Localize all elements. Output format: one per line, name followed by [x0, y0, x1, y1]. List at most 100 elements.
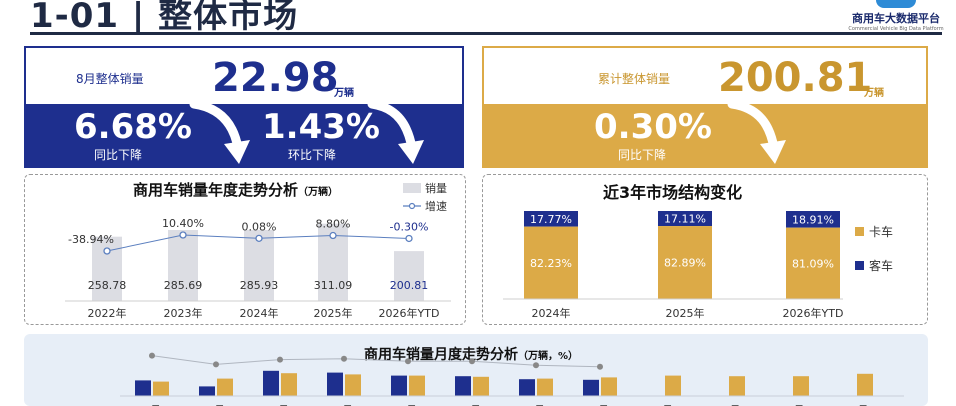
truck-share-label: 82.89% [664, 257, 706, 270]
growth-point [329, 231, 337, 240]
x-tick-label: 10月 [716, 404, 741, 406]
header-divider [30, 32, 942, 35]
monthly-bar-2026 [327, 372, 343, 396]
cumulative-yoy-label: 同比下降 [618, 148, 667, 162]
monthly-bar-2025 [665, 375, 681, 396]
monthly-sales-value: 22.98 [212, 55, 339, 101]
monthly-bar-2025 [857, 373, 873, 396]
monthly-bar-2026 [391, 375, 407, 396]
monthly-panel-title: 商用车销量月度走势分析（万辆，%） [364, 344, 578, 364]
down-arrow-icon-head [224, 140, 250, 164]
x-tick-label: 1月 [143, 404, 161, 406]
sales-value-label: 285.69 [164, 279, 203, 292]
legend-swatch-bus [855, 261, 864, 270]
monthly-growth-point [533, 362, 539, 369]
down-arrow-icon [367, 99, 417, 153]
header: 1-01 | 整体市场 商用车大数据平台 Commercial Vehicle … [0, 0, 956, 40]
monthly-bar-2025 [793, 376, 809, 396]
legend-swatch-sales [403, 183, 421, 193]
monthly-bar-2025 [473, 376, 489, 396]
monthly-growth-point [469, 358, 475, 365]
yoy-change-label: 同比下降 [94, 148, 143, 162]
truck-share-bar [658, 226, 712, 299]
monthly-bar-2026 [263, 370, 279, 396]
monthly-bar-2025 [729, 376, 745, 396]
bus-share-label: 17.77% [530, 213, 572, 226]
platform-logo: 商用车大数据平台 Commercial Vehicle Big Data Pla… [848, 0, 944, 32]
down-arrow-icons [189, 99, 424, 164]
monthly-panel-unit: （万辆，%） [518, 351, 579, 362]
cumulative-sales-summary: 累计整体销量 200.81 万辆 [484, 48, 926, 104]
x-tick-label: 2024年 [240, 306, 279, 320]
monthly-growth-point [277, 356, 283, 363]
mom-change-label: 环比下降 [288, 148, 337, 162]
cumulative-sales-value: 200.81 [718, 55, 873, 101]
monthly-bar-2025 [345, 374, 361, 396]
monthly-bar-2025 [601, 377, 617, 396]
legend-label-growth: 增速 [425, 199, 447, 213]
growth-point [103, 247, 111, 255]
annual-panel-unit: （万辆） [298, 187, 339, 198]
x-tick-label: 2023年 [164, 306, 203, 320]
down-arrow-icon-head [398, 140, 424, 164]
growth-point [405, 234, 413, 243]
cumulative-yoy-value: 0.30% [594, 107, 712, 147]
x-tick-label: 5月 [399, 404, 417, 406]
down-arrow-icons [727, 99, 786, 164]
monthly-bar-2026 [135, 380, 151, 396]
monthly-trend-chart: 1月 2月 3月 4月 5月 6月 7月 8月 9月 10月 11月 12月 [120, 352, 904, 406]
yoy-change-value: 6.68% [74, 107, 192, 147]
logo-subtext: Commercial Vehicle Big Data Platform [848, 26, 944, 32]
x-tick-label: 11月 [780, 404, 805, 406]
cumulative-sales-kpi: 累计整体销量 200.81 万辆 0.30% 同比下降 [482, 46, 928, 168]
monthly-growth-point [341, 355, 347, 362]
down-arrow-icon-head [760, 140, 786, 164]
legend-marker-growth [408, 202, 416, 210]
x-tick-label: 4月 [335, 404, 353, 406]
down-arrow-icon [189, 99, 243, 153]
legend-label-sales: 销量 [425, 181, 447, 195]
monthly-bar-2025 [537, 378, 553, 396]
sales-bar [394, 251, 424, 301]
x-tick-label: 2022年 [88, 306, 127, 320]
market-structure-panel: 近3年市场结构变化 17.77% 82.23% 2024年 17.11% 82.89% 2… [482, 174, 928, 325]
x-tick-label: 8月 [591, 404, 609, 406]
bus-share-bar [786, 211, 840, 228]
monthly-growth-point [405, 358, 411, 365]
page-title: 1-01 | 整体市场 [30, 0, 299, 36]
monthly-bar-2026 [583, 379, 599, 396]
legend-label-truck: 卡车 [869, 224, 893, 239]
growth-value-label: 8.80% [316, 218, 351, 231]
monthly-bar-2025 [217, 378, 233, 396]
market-structure-chart: 17.77% 82.23% 2024年 17.11% 82.89% 2025年 18.91%… [503, 211, 893, 320]
bus-share-bar [524, 211, 578, 227]
bus-share-label: 17.11% [664, 213, 706, 226]
legend-swatch-truck [855, 227, 864, 236]
monthly-bar-2025 [153, 381, 169, 396]
sales-value-label: 258.78 [88, 279, 127, 292]
x-tick-label: 2025年 [314, 306, 353, 320]
monthly-growth-point [213, 361, 219, 368]
growth-point [255, 234, 263, 242]
cumulative-sales-unit: 万辆 [864, 88, 884, 99]
growth-value-label: -38.94% [68, 233, 114, 246]
annual-panel-title-text: 商用车销量年度走势分析 [133, 181, 299, 199]
x-tick-label: 2025年 [666, 306, 705, 320]
growth-point [179, 231, 187, 239]
monthly-bar-2025 [281, 373, 297, 396]
sales-bar [168, 230, 198, 301]
monthly-bar-2026 [519, 379, 535, 396]
monthly-growth-line [151, 355, 601, 368]
monthly-sales-summary: 8月整体销量 22.98 万辆 [26, 48, 462, 104]
x-tick-label: 3月 [271, 404, 289, 406]
bus-share-bar [658, 211, 712, 227]
growth-value-label: 0.08% [242, 220, 277, 233]
monthly-bar-2025 [409, 375, 425, 396]
monthly-bar-2026 [199, 386, 215, 396]
monthly-growth-point [597, 363, 603, 370]
truck-share-bar [524, 226, 578, 299]
x-tick-label: 2月 [207, 404, 225, 406]
annual-trend-panel: 商用车销量年度走势分析（万辆） 销量 增速 258.78 285.69 285.93 31… [24, 174, 466, 325]
x-tick-label: 6月 [463, 404, 481, 406]
